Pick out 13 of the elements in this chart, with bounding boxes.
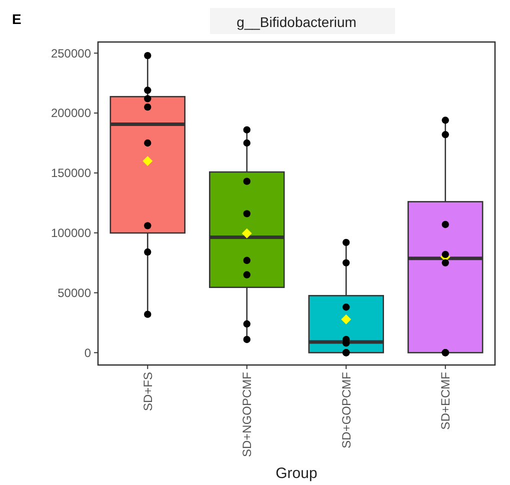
y-tick-label: 200000 [50, 106, 92, 120]
x-tick-label: SD+FS [140, 372, 155, 412]
y-tick-label: 50000 [58, 286, 92, 300]
x-tick-label: SD+GOPCMF [339, 372, 354, 448]
text: E [12, 11, 22, 27]
y-tick-label: 250000 [50, 46, 92, 60]
x-axis-title: Group [276, 465, 318, 482]
y-tick-label: 100000 [50, 226, 92, 240]
chart-title: g__Bifidobacterium [236, 14, 356, 30]
x-tick-label: SD+ECMF [438, 372, 453, 430]
y-tick-label: 150000 [50, 166, 92, 180]
y-tick-label: 0 [84, 346, 92, 360]
x-tick-label: SD+NGOPCMF [240, 372, 254, 458]
